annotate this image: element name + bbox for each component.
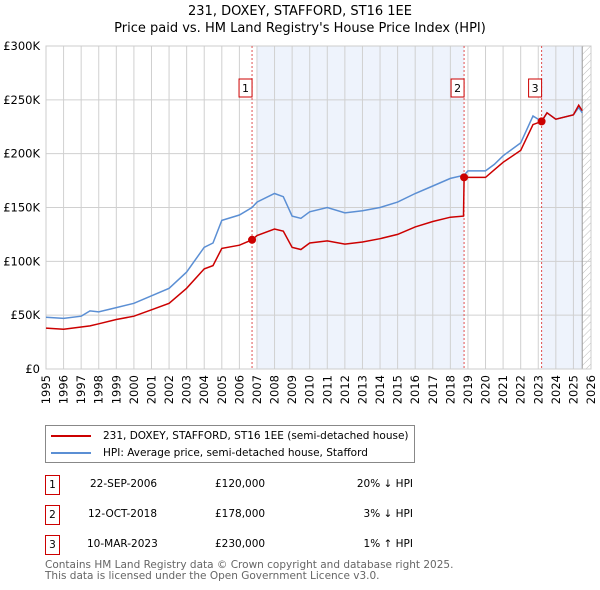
x-tick-label: 2018 (443, 375, 457, 404)
x-tick-label: 2026 (584, 375, 598, 404)
y-tick-label: £300K (3, 39, 40, 53)
x-tick-label: 1996 (57, 375, 71, 404)
x-tick-label: 2003 (180, 375, 194, 404)
sale-marker-label: 1 (242, 82, 249, 95)
sale-price: £120,000 (215, 478, 266, 490)
x-tick-label: 2024 (549, 375, 563, 404)
x-tick-label: 1999 (109, 375, 123, 404)
sale-marker-box (238, 78, 253, 98)
y-tick-label: £200K (3, 147, 40, 161)
sale-marker-box (450, 78, 465, 98)
x-tick-label: 2008 (268, 375, 282, 404)
x-tick-label: 2020 (479, 375, 493, 404)
x-tick-label: 2004 (197, 375, 211, 404)
y-tick-label: £100K (3, 254, 40, 268)
x-tick-label: 2002 (162, 375, 176, 404)
x-tick-label: 1998 (92, 375, 106, 404)
x-tick-label: 2006 (232, 375, 246, 404)
sale-date: 12-OCT-2018 (88, 508, 157, 520)
hpi-legend-swatch (51, 452, 91, 454)
x-tick-label: 2001 (144, 375, 158, 404)
x-tick-label: 2009 (285, 375, 299, 404)
x-tick-label: 2014 (373, 375, 387, 404)
sale-hpi-diff: 20% ↓ HPI (356, 478, 413, 490)
sale-point (460, 173, 469, 182)
x-tick-label: 1997 (74, 375, 88, 404)
price-chart: 1995 1996 1997 1998 1999 2000 2001 2002 2003 2004… (3, 39, 598, 404)
x-tick-label: 2022 (514, 375, 528, 404)
legend-hpi: HPI: Average price, semi-detached house,… (103, 447, 368, 459)
x-tick-label: 2007 (250, 375, 264, 404)
sale-row: 3 10-MAR-2023 £230,000 1% ↑ HPI (45, 535, 465, 555)
x-tick-label: 2019 (461, 375, 475, 404)
sale-marker-box (528, 78, 543, 98)
legend: 231, DOXEY, STAFFORD, ST16 1EE (semi-det… (45, 425, 415, 463)
x-tick-label: 2017 (426, 375, 440, 404)
sale-row: 1 22-SEP-2006 £120,000 20% ↓ HPI (45, 475, 465, 495)
sale-marker-label: 2 (454, 82, 461, 95)
sale-row: 2 12-OCT-2018 £178,000 3% ↓ HPI (45, 505, 465, 525)
footer-copyright: Contains HM Land Registry data © Crown c… (45, 559, 454, 571)
x-tick-label: 2023 (531, 375, 545, 404)
x-tick-label: 2025 (566, 375, 580, 404)
sale-date: 22-SEP-2006 (90, 478, 158, 490)
sale-price: £178,000 (215, 508, 266, 520)
sale-point (248, 235, 257, 244)
sale-price: £230,000 (215, 538, 266, 550)
legend-property: 231, DOXEY, STAFFORD, ST16 1EE (semi-det… (103, 430, 409, 442)
x-tick-label: 2011 (320, 375, 334, 404)
sale-point (537, 117, 546, 126)
sale-hpi-diff: 1% ↑ HPI (363, 538, 413, 550)
x-tick-label: 2005 (215, 375, 229, 404)
x-tick-label: 2012 (338, 375, 352, 404)
footer: Contains HM Land Registry data © Crown c… (45, 560, 453, 582)
plot-border (45, 45, 592, 370)
sale-hpi-diff: 3% ↓ HPI (363, 508, 413, 520)
y-tick-label: £50K (11, 308, 41, 322)
property-legend-swatch (51, 435, 91, 437)
sale-marker-label: 3 (45, 535, 60, 555)
footer-licence: This data is licensed under the Open Gov… (45, 570, 380, 582)
x-tick-label: 2000 (127, 375, 141, 404)
x-tick-label: 2013 (355, 375, 369, 404)
chart-subtitle: Price paid vs. HM Land Registry's House … (114, 21, 486, 36)
sale-marker-label: 1 (45, 475, 60, 495)
chart-title: 231, DOXEY, STAFFORD, ST16 1EE (188, 4, 412, 19)
x-tick-label: 2021 (496, 375, 510, 404)
x-tick-label: 2016 (408, 375, 422, 404)
x-tick-label: 2015 (391, 375, 405, 404)
sale-marker-label: 2 (45, 505, 60, 525)
y-tick-label: £150K (3, 201, 40, 215)
x-tick-label: 1995 (39, 375, 53, 404)
sale-marker-label: 3 (532, 82, 539, 95)
y-tick-label: £250K (3, 93, 40, 107)
sale-date: 10-MAR-2023 (87, 538, 158, 550)
y-tick-label: £0 (25, 362, 40, 376)
hpi-line (45, 106, 583, 320)
property-line (45, 103, 583, 330)
x-tick-label: 2010 (303, 375, 317, 404)
